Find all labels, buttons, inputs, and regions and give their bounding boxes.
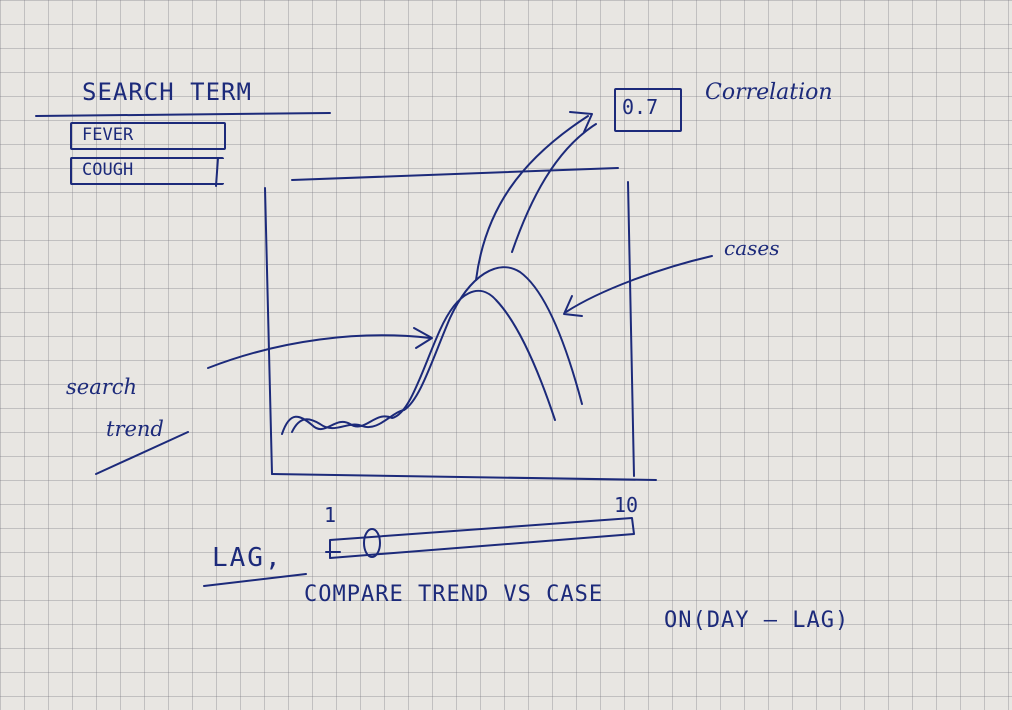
correlation-arrowhead (569, 111, 593, 133)
search-trend-label-line1: search (66, 375, 138, 399)
cases-pointer-arrowhead (563, 295, 583, 317)
chart-top-line (291, 167, 619, 181)
correlation-arrow-cases (511, 123, 597, 253)
search-trend-label: search trend (66, 366, 164, 450)
chart-y-axis (264, 187, 273, 475)
chart-x-axis (271, 473, 657, 481)
compare-note-formula: ON(DAY – LAG) (664, 608, 850, 633)
lag-max-label: 10 (614, 493, 639, 517)
term-divider (215, 157, 219, 187)
correlation-value: 0.7 (622, 95, 659, 119)
search-term-value: FEVER (82, 125, 134, 145)
search-pointer-arrow (207, 334, 431, 369)
compare-note: COMPARE TREND VS CASE (304, 582, 604, 607)
search-term-value: COUGH (82, 160, 134, 180)
lag-slider-track (329, 517, 635, 559)
chart-right-axis (627, 181, 635, 477)
search-pointer-arrowhead (413, 327, 433, 349)
cases-label: cases (724, 236, 780, 260)
search-term-input-fever[interactable]: FEVER (70, 122, 226, 150)
search-term-title: SEARCH TERM (82, 78, 252, 106)
correlation-box (614, 88, 682, 132)
search-trend-curve (281, 289, 556, 435)
correlation-label: Correlation (705, 80, 833, 105)
trend-underline (95, 431, 189, 475)
lag-label: LAG, (212, 543, 283, 573)
lag-slider-handle (363, 528, 381, 558)
cases-curve (291, 266, 583, 433)
search-trend-label-line2: trend (106, 417, 164, 441)
cases-pointer-arrow (565, 255, 713, 313)
lag-min-label: 1 (324, 503, 337, 527)
correlation-arrow-search (475, 115, 589, 281)
title-underline (35, 112, 331, 117)
search-term-input-cough[interactable]: COUGH (70, 157, 224, 185)
lag-underline (203, 573, 307, 587)
